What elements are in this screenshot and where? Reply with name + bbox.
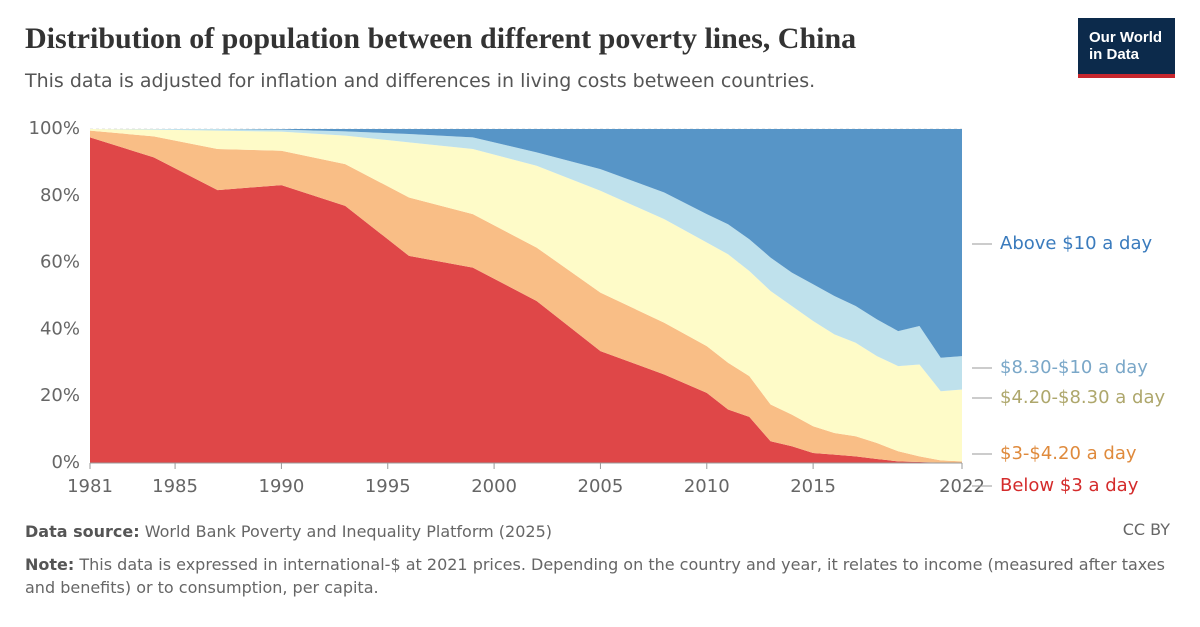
y-tick-label: 100% — [29, 118, 80, 139]
area — [90, 137, 962, 463]
note: Note: This data is expressed in internat… — [25, 553, 1165, 599]
x-tick-label: 1981 — [67, 476, 113, 497]
area — [90, 130, 962, 463]
x-tick-label: 1990 — [259, 476, 305, 497]
logo[interactable]: Our World in Data — [1078, 18, 1175, 78]
legend-label[interactable]: Above $10 a day — [1000, 233, 1153, 254]
y-tick-label: 40% — [40, 318, 80, 339]
area — [90, 129, 962, 462]
chart-subtitle: This data is adjusted for inflation and … — [25, 70, 816, 92]
y-tick-label: 80% — [40, 185, 80, 206]
x-tick-label: 2000 — [471, 476, 517, 497]
note-text: This data is expressed in international-… — [25, 555, 1165, 597]
y-tick-label: 20% — [40, 385, 80, 406]
source-text: World Bank Poverty and Inequality Platfo… — [144, 522, 552, 541]
x-tick-label: 2015 — [790, 476, 836, 497]
license[interactable]: CC BY — [1122, 520, 1170, 539]
x-tick-label: 2010 — [684, 476, 730, 497]
y-tick-label: 0% — [51, 452, 80, 473]
area — [90, 129, 962, 358]
legend-label[interactable]: $8.30-$10 a day — [1000, 357, 1148, 378]
legend-label[interactable]: $3-$4.20 a day — [1000, 443, 1137, 464]
x-tick-label: 2005 — [578, 476, 624, 497]
note-label: Note: — [25, 555, 75, 574]
legend-label[interactable]: Below $3 a day — [1000, 475, 1139, 496]
chart-title: Distribution of population between diffe… — [25, 22, 857, 55]
source-label: Data source: — [25, 522, 140, 541]
legend-label[interactable]: $4.20-$8.30 a day — [1000, 387, 1166, 408]
x-tick-label: 2022 — [939, 476, 985, 497]
source: Data source: World Bank Poverty and Ineq… — [25, 520, 552, 543]
x-tick-label: 1985 — [152, 476, 198, 497]
x-tick-label: 1995 — [365, 476, 411, 497]
y-tick-label: 60% — [40, 252, 80, 273]
